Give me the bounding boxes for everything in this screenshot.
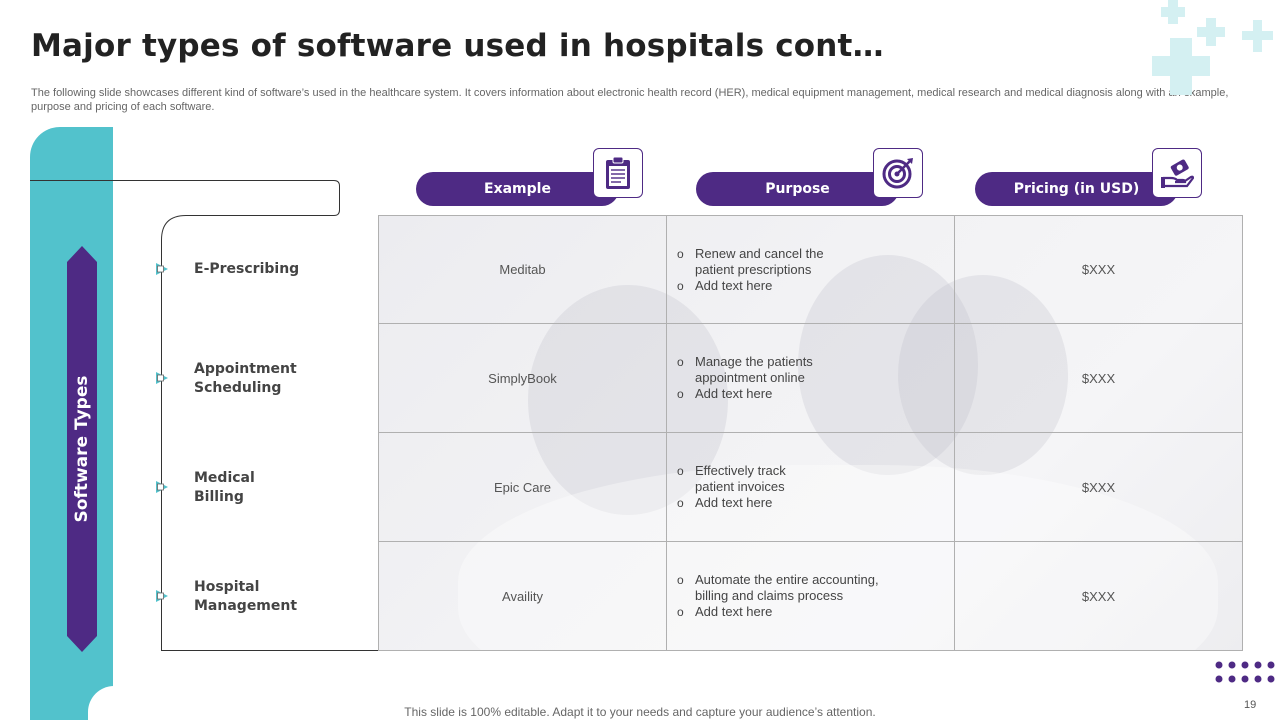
- table-cell-purpose: Automate the entire accounting, billing …: [667, 542, 955, 651]
- purpose-bullet: Add text here: [677, 604, 892, 620]
- table-cell-example: Meditab: [378, 215, 667, 324]
- purpose-bullet: Manage the patients appointment online: [677, 354, 837, 386]
- table-cell-pricing: $XXX: [955, 542, 1243, 651]
- row-marker-icon: [156, 481, 168, 493]
- table-cell-pricing: $XXX: [955, 433, 1243, 542]
- purpose-bullet: Effectively track patient invoices: [677, 463, 817, 495]
- column-header-purpose: Purpose: [696, 172, 899, 206]
- purpose-bullet: Renew and cancel the patient prescriptio…: [677, 246, 847, 278]
- money-hand-icon: [1152, 148, 1202, 198]
- row-marker-icon: [156, 263, 168, 275]
- page-number: 19: [1244, 699, 1257, 711]
- footer-note: This slide is 100% editable. Adapt it to…: [404, 705, 876, 719]
- table-cell-pricing: $XXX: [955, 215, 1243, 324]
- clipboard-icon: [593, 148, 643, 198]
- table-cell-purpose: Manage the patients appointment onlineAd…: [667, 324, 955, 433]
- dots-decoration-icon: [1215, 661, 1275, 683]
- row-marker-icon: [156, 372, 168, 384]
- type-label-medical-billing: Medical Billing: [194, 470, 255, 505]
- type-label-hospital-management: Hospital Management: [194, 579, 298, 614]
- software-table: Meditab Renew and cancel the patient pre…: [378, 215, 1243, 651]
- slide-title: Major types of software used in hospital…: [31, 28, 884, 64]
- slide-subtitle: The following slide showcases different …: [31, 87, 1229, 113]
- purpose-bullet: Add text here: [677, 278, 847, 294]
- table-cell-purpose: Renew and cancel the patient prescriptio…: [667, 215, 955, 324]
- table-cell-example: SimplyBook: [378, 324, 667, 433]
- column-header-example: Example: [416, 172, 619, 206]
- background-photo-figure: [458, 465, 1218, 651]
- table-cell-example: Availity: [378, 542, 667, 651]
- background-photo-figure: [898, 275, 1068, 475]
- column-header-pricing: Pricing (in USD): [975, 172, 1178, 206]
- target-icon: [873, 148, 923, 198]
- purpose-bullet: Automate the entire accounting, billing …: [677, 572, 892, 604]
- type-label-e-prescribing: E-Prescribing: [194, 261, 300, 277]
- table-cell-example: Epic Care: [378, 433, 667, 542]
- purpose-bullet: Add text here: [677, 495, 817, 511]
- row-marker-icon: [156, 590, 168, 602]
- purpose-bullet: Add text here: [677, 386, 837, 402]
- table-cell-purpose: Effectively track patient invoicesAdd te…: [667, 433, 955, 542]
- plus-decoration-icon: [1152, 0, 1273, 95]
- table-cell-pricing: $XXX: [955, 324, 1243, 433]
- software-types-label: Software Types: [72, 375, 92, 523]
- type-label-appointment-scheduling: Appointment Scheduling: [194, 361, 297, 396]
